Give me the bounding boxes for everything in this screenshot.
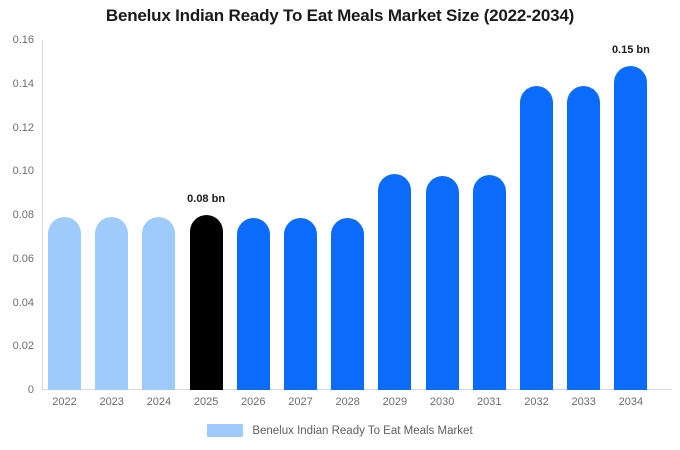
bar-slot: 2028: [331, 40, 365, 408]
x-axis-tick-label: 2032: [524, 396, 549, 408]
bar-slot: 2030: [425, 40, 459, 408]
x-axis-tick-label: 2029: [382, 396, 408, 408]
x-axis-tick-label: 2030: [429, 396, 455, 408]
bar-value-label: 0.15 bn: [611, 43, 650, 56]
x-axis-tick-label: 2025: [193, 396, 219, 408]
bar-slot: 2026: [236, 40, 270, 408]
y-axis-tick-label: 0.06: [12, 252, 34, 265]
bar-slot: 2032: [520, 40, 553, 408]
y-axis-line: [42, 40, 43, 390]
bar-slot: 2033: [567, 40, 601, 408]
x-axis-tick-label: 2027: [288, 396, 313, 408]
x-axis-tick-label: 2022: [52, 396, 77, 408]
plot-area: 0 0.02 0.04 0.06 0.08 0.10 0.12 0.14 0.16 2022 20…: [13, 34, 672, 408]
bar-slot: 2022: [48, 40, 81, 408]
legend-label: Benelux Indian Ready To Eat Meals Market: [252, 424, 473, 437]
y-axis-tick-label: 0: [27, 384, 34, 396]
bar-value-label: 0.08 bn: [187, 193, 226, 205]
bar-2023[interactable]: [95, 217, 129, 390]
x-axis-tick-label: 2034: [618, 396, 644, 408]
bar-slot: 2029: [378, 40, 412, 408]
bar-slot: 0.15 bn 2034: [611, 40, 650, 408]
y-axis-tick-label: 0.14: [12, 77, 34, 90]
bar-2032[interactable]: [520, 86, 553, 390]
bar-2030[interactable]: [425, 176, 459, 390]
x-axis-tick-label: 2028: [335, 396, 360, 408]
bar-2031[interactable]: [472, 174, 506, 390]
bar-2027[interactable]: [284, 218, 317, 390]
legend-swatch: [207, 424, 244, 437]
y-axis-tick-label: 0.08: [12, 209, 34, 221]
bar-2025[interactable]: [189, 215, 223, 390]
y-axis-tick-label: 0.02: [12, 340, 34, 353]
bar-2022[interactable]: [48, 217, 81, 390]
bar-slot: 2031: [472, 40, 506, 408]
bar-series: 2022 2023 2024 0.08 bn 2025 2026 2027 2028 2029 2…: [43, 40, 672, 408]
bar-2026[interactable]: [236, 218, 270, 390]
y-axis-tick-label: 0.10: [12, 165, 34, 178]
y-axis-tick-label: 0.04: [12, 296, 34, 309]
x-axis-tick-label: 2023: [99, 396, 124, 408]
bar-2034[interactable]: [614, 65, 648, 390]
x-axis-tick-label: 2026: [241, 396, 266, 408]
y-axis-tick-label: 0.12: [12, 121, 34, 134]
bar-2024[interactable]: [142, 217, 176, 390]
chart-title: Benelux Indian Ready To Eat Meals Market…: [105, 6, 575, 25]
bar-slot: 2027: [284, 40, 317, 408]
x-axis-tick-label: 2031: [477, 396, 502, 408]
bar-slot: 2024: [142, 40, 176, 408]
chart-legend: Benelux Indian Ready To Eat Meals Market: [0, 424, 680, 437]
bar-2029[interactable]: [378, 173, 412, 390]
bar-slot: 2023: [95, 40, 129, 408]
x-axis-tick-label: 2024: [146, 396, 172, 408]
bar-slot: 0.08 bn 2025: [187, 40, 226, 408]
bar-2033[interactable]: [567, 86, 601, 390]
x-axis-tick-label: 2033: [571, 396, 596, 408]
y-axis-tick-label: 0.16: [12, 34, 34, 46]
bar-2028[interactable]: [331, 217, 365, 390]
